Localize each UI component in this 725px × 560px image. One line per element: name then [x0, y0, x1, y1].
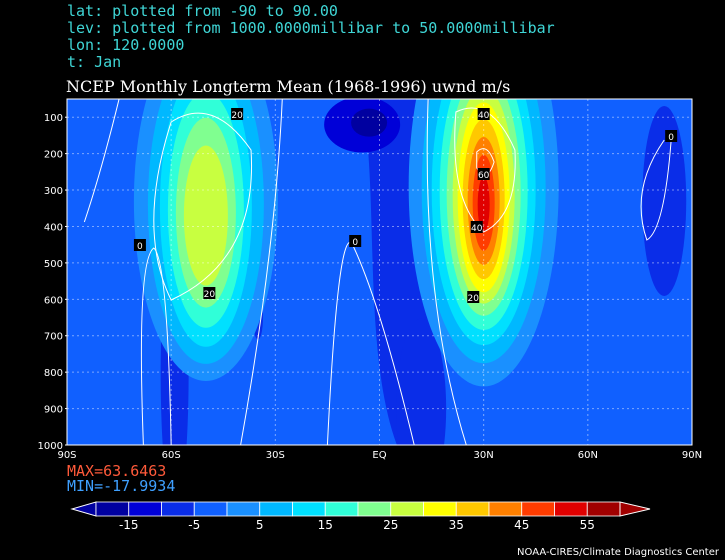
contour-line	[153, 112, 253, 301]
southern-jet-band	[183, 145, 228, 286]
colorbar-swatch	[193, 501, 228, 517]
contour-line	[454, 107, 516, 233]
y-tick-label: 800	[44, 368, 63, 379]
contour-line	[240, 99, 283, 445]
colorbar-tick-label: 25	[383, 518, 398, 532]
colorbar-swatch	[423, 501, 457, 517]
contour-line	[426, 99, 467, 445]
contour-label: 20	[231, 111, 243, 121]
min-value: MIN=-17.9934	[67, 477, 176, 495]
y-tick-label: 200	[44, 150, 63, 161]
y-tick-label: 1000	[38, 441, 63, 452]
colorbar-tick-label: 55	[580, 518, 595, 532]
credit-text: NOAA-CIRES/Climate Diagnostics Center	[517, 547, 719, 558]
contour-line	[640, 139, 672, 241]
contour-line	[140, 247, 172, 445]
colorbar-swatch	[390, 501, 424, 517]
colorbar-swatch	[226, 501, 261, 517]
lev-info: lev: plotted from 1000.0000millibar to 5…	[67, 19, 555, 37]
colorbar-arrow-low	[70, 501, 97, 517]
y-tick-label: 900	[44, 405, 63, 416]
contour-label-bg	[231, 108, 244, 120]
region-polar	[642, 105, 687, 296]
colorbar-swatch	[586, 501, 621, 517]
x-tick-label: EQ	[372, 450, 386, 461]
colorbar-swatch	[357, 501, 392, 517]
contour-label-bg	[203, 287, 216, 299]
lon-info: lon: 120.0000	[67, 36, 185, 54]
northern-jet-band	[477, 176, 490, 233]
contour-label: 40	[478, 111, 490, 121]
contour-line	[83, 99, 120, 223]
y-tick-label: 700	[44, 332, 63, 343]
colorbar-tick-label: -5	[188, 518, 200, 532]
chart-title: NCEP Monthly Longterm Mean (1968-1996) u…	[66, 77, 511, 96]
x-tick-label: 60S	[162, 450, 181, 461]
colorbar-swatch	[521, 501, 555, 517]
contour-label: 20	[468, 294, 480, 304]
y-tick-label: 500	[44, 259, 63, 270]
colorbar-swatch	[259, 501, 293, 517]
x-tick-label: 30S	[266, 450, 285, 461]
colorbar-swatch	[324, 501, 359, 517]
lat-info: lat: plotted from -90 to 90.00	[67, 2, 338, 20]
contour-label: 0	[352, 238, 358, 248]
colorbar-swatch	[488, 501, 523, 517]
colorbar-swatch	[161, 501, 195, 517]
contour-label-bg	[470, 221, 483, 233]
colorbar-tick-label: 5	[256, 518, 264, 532]
colorbar-swatch	[455, 501, 490, 517]
contour-label: 0	[137, 242, 143, 252]
plot-field: 20 0 20 0 40 60 40 20 0	[67, 99, 692, 445]
contour-label: 60	[478, 171, 490, 181]
contour-label: 40	[471, 224, 483, 234]
contour-label-bg	[467, 291, 480, 303]
x-tick-label: 90N	[682, 450, 702, 461]
x-tick-label: 90S	[57, 450, 76, 461]
time-info: t: Jan	[67, 53, 122, 71]
y-tick-label: 300	[44, 186, 63, 197]
region-surface-easterly	[396, 318, 447, 445]
contour-label: 20	[204, 290, 216, 300]
colorbar-tick-label: 45	[514, 518, 529, 532]
y-tick-label: 600	[44, 295, 63, 306]
colorbar-arrow-high	[619, 501, 651, 517]
colorbar-swatch	[292, 501, 326, 517]
contour-label-bg	[665, 130, 678, 142]
colorbar-tick-label: 35	[449, 518, 464, 532]
colorbar-tick-label: -15	[119, 518, 139, 532]
colorbar-tick-label: 15	[318, 518, 333, 532]
colorbar-swatch	[554, 501, 588, 517]
x-tick-label: 30N	[474, 450, 494, 461]
contour-label-bg	[349, 235, 362, 247]
y-tick-label: 100	[44, 113, 63, 124]
contour-label: 0	[668, 133, 674, 143]
contour-label-bg	[477, 168, 490, 180]
region-easterly-min	[351, 108, 388, 137]
contour-label-bg	[477, 108, 490, 120]
colorbar-swatch	[95, 501, 130, 517]
contour-label-bg	[133, 239, 146, 251]
x-tick-label: 60N	[578, 450, 598, 461]
max-value: MAX=63.6463	[67, 462, 167, 480]
y-tick-label: 400	[44, 222, 63, 233]
plot-frame	[66, 98, 693, 446]
colorbar-swatch	[128, 501, 162, 517]
